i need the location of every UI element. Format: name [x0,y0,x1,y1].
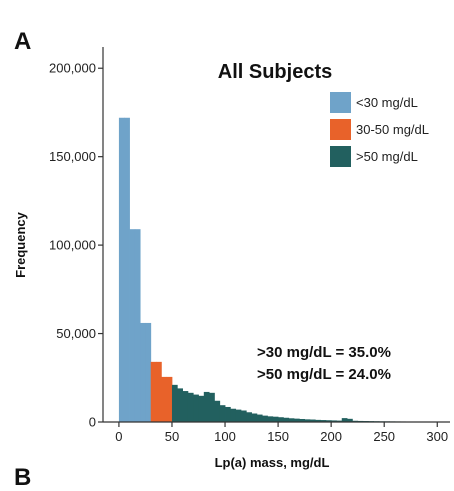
histogram-bar [204,392,210,422]
histogram-bar [151,362,157,422]
histogram-bar [241,411,247,422]
y-tick-label: 150,000 [49,149,96,164]
histogram-bar [262,416,268,422]
y-axis-label: Frequency [13,211,28,278]
legend-swatch [330,92,351,113]
histogram-bar [278,417,284,422]
histogram-bar [257,415,263,422]
next-panel-letter: B [14,466,31,490]
histogram-bar [246,412,252,422]
histogram-bar [283,418,289,422]
x-tick-label: 50 [165,429,179,444]
histogram-bar [193,395,199,422]
x-tick-label: 250 [373,429,395,444]
chart-title: All Subjects [218,61,332,83]
histogram-bar [161,377,167,422]
histogram-bar [145,323,151,422]
histogram-bar [220,405,226,422]
histogram-bar [177,388,183,422]
histogram-bar [172,385,178,422]
stat-annotation: >30 mg/dL = 35.0% [257,344,391,361]
histogram-bar [199,396,205,422]
histogram-bar [230,409,236,422]
legend-label: >50 mg/dL [356,149,418,164]
y-tick-label: 50,000 [56,326,96,341]
y-tick-label: 200,000 [49,61,96,76]
stat-annotation: >50 mg/dL = 24.0% [257,366,391,383]
histogram-bar [119,118,125,422]
x-axis-label: Lp(a) mass, mg/dL [215,455,330,470]
x-tick-label: 150 [267,429,289,444]
histogram-bar [140,323,146,422]
histogram-bar [188,393,194,422]
histogram-chart: 0 50,000 100,000 150,000 200,000 0 50 100 150 200… [0,0,454,479]
histogram-bar [236,410,242,422]
histogram-bar [183,391,189,422]
histogram-bar [273,417,279,422]
y-tick-label: 0 [89,415,96,430]
histogram-bar [156,362,162,422]
legend-label: <30 mg/dL [356,95,418,110]
histogram-bar [167,377,173,422]
chart-legend: <30 mg/dL 30-50 mg/dL >50 mg/dL [330,92,429,167]
histogram-bar [252,414,258,422]
legend-swatch [330,146,351,167]
x-tick-label: 200 [320,429,342,444]
legend-label: 30-50 mg/dL [356,122,429,137]
x-tick-label: 0 [115,429,122,444]
histogram-bar [135,229,141,422]
histogram-bar [124,118,130,422]
histogram-bar [209,393,215,422]
chart-annotations: >30 mg/dL = 35.0% >50 mg/dL = 24.0% [257,344,391,383]
histogram-bar [214,401,220,422]
x-tick-label: 100 [214,429,236,444]
legend-swatch [330,119,351,140]
histogram-bar [225,407,231,422]
x-tick-label: 300 [426,429,448,444]
histogram-bar [130,229,136,422]
y-tick-label: 100,000 [49,238,96,253]
histogram-bar [267,416,273,422]
